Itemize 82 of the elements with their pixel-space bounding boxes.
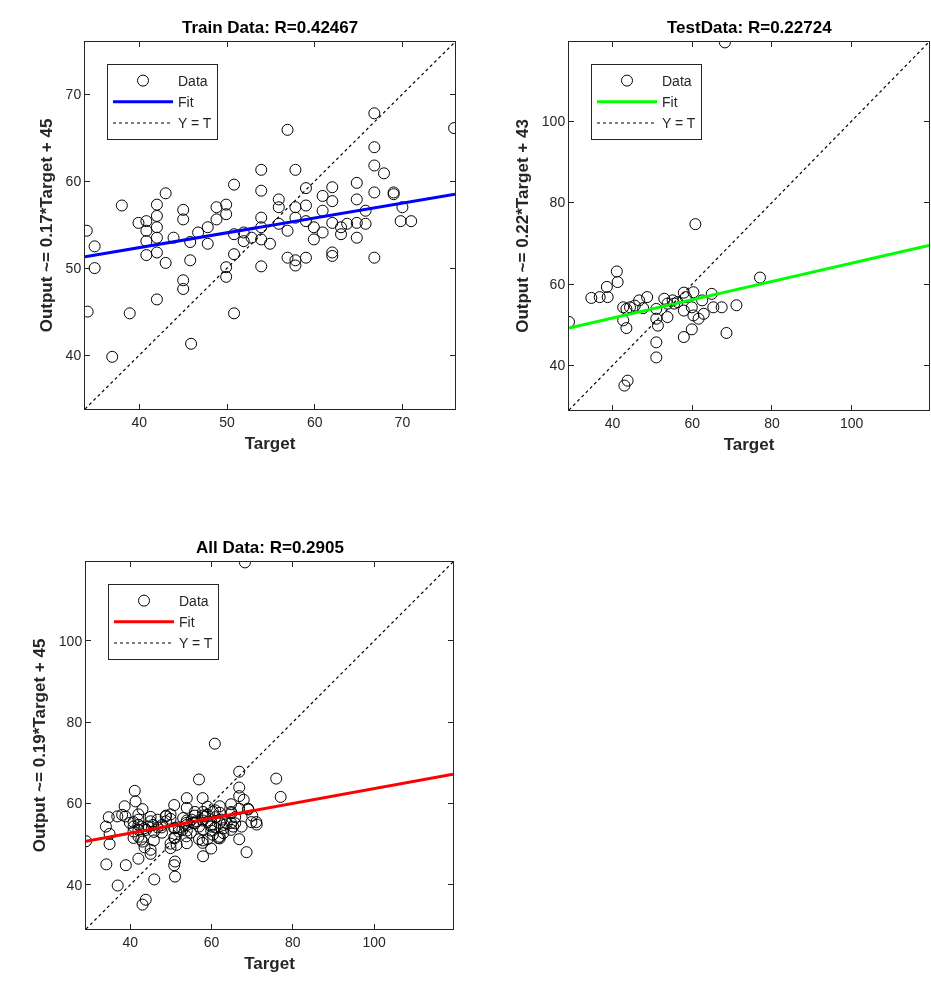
point (697, 307, 710, 320)
x-axis-title: Target (244, 434, 296, 454)
x-tick-label: 80 (764, 414, 780, 431)
x-tick-label: 80 (285, 933, 301, 950)
legend-label: Fit (662, 94, 678, 111)
point (707, 301, 720, 314)
x-tick-label: 100 (362, 933, 387, 950)
point (685, 301, 698, 314)
point (621, 374, 634, 387)
y-tick-label: 60 (65, 173, 82, 190)
y-tick-label: 80 (66, 714, 83, 731)
point (585, 291, 598, 304)
y-tick-label: 70 (65, 86, 82, 103)
chart-title: All Data: R=0.2905 (196, 538, 344, 557)
x-tick-label: 40 (122, 933, 139, 950)
y-tick-label: 100 (541, 112, 566, 129)
point (600, 280, 613, 293)
point (661, 297, 674, 310)
point (689, 218, 702, 231)
point (651, 319, 664, 332)
point (618, 379, 631, 392)
point (611, 276, 624, 289)
point (692, 312, 705, 325)
point (705, 287, 718, 300)
y-tick-label: 60 (549, 275, 566, 292)
x-tick-label: 60 (203, 933, 220, 950)
y-axis-title: Output ~= 0.17*Target + 45 (37, 118, 57, 333)
point (624, 301, 636, 314)
legend-label: Data (179, 593, 209, 610)
y-tick-label: 40 (549, 357, 566, 374)
x-tick-label: 40 (604, 414, 621, 431)
legend-label: Data (662, 73, 692, 90)
x-tick-label: 40 (131, 413, 148, 430)
point (658, 292, 671, 305)
point (641, 291, 654, 304)
x-axis-title: Target (244, 954, 296, 974)
point (650, 351, 663, 364)
point (685, 323, 698, 336)
point (687, 286, 700, 299)
legend-label: Data (178, 73, 208, 90)
point (715, 301, 728, 314)
legend-label: Y = T (178, 115, 212, 132)
legend-label: Y = T (662, 115, 696, 132)
x-tick-label: 70 (394, 413, 411, 430)
point (730, 299, 743, 312)
y-tick-label: 60 (66, 795, 83, 812)
point (628, 299, 641, 312)
chart-title: TestData: R=0.22724 (667, 18, 833, 37)
point (753, 271, 766, 284)
point (661, 311, 674, 324)
point (633, 294, 646, 307)
point (650, 302, 663, 315)
point (687, 309, 700, 322)
x-tick-label: 60 (684, 414, 701, 431)
point (696, 294, 709, 307)
y-tick-label: 80 (549, 194, 566, 211)
point (601, 291, 614, 304)
y-tick-label: 40 (66, 876, 83, 893)
point (610, 265, 623, 278)
point (650, 312, 663, 325)
y-axis-title: Output ~= 0.22*Target + 43 (513, 119, 533, 333)
point (593, 291, 606, 304)
point (677, 286, 690, 299)
point (650, 336, 663, 349)
point (637, 302, 650, 315)
point (679, 291, 692, 304)
point (677, 304, 690, 317)
point (720, 326, 733, 339)
y-axis-title: Output ~= 0.19*Target + 45 (30, 638, 50, 853)
legend-label: Fit (178, 94, 194, 111)
y-tick-label: 50 (65, 260, 82, 277)
point (620, 322, 633, 335)
y-tick-label: 100 (58, 632, 83, 649)
x-tick-label: 50 (219, 413, 236, 430)
legend-label: Y = T (179, 635, 213, 652)
x-tick-label: 100 (839, 414, 864, 431)
chart-title: Train Data: R=0.42467 (182, 18, 359, 37)
point (677, 331, 690, 344)
x-axis-title: Target (723, 435, 775, 455)
y-tick-label: 40 (65, 346, 82, 363)
x-tick-label: 60 (306, 413, 323, 430)
legend-label: Fit (179, 614, 195, 631)
